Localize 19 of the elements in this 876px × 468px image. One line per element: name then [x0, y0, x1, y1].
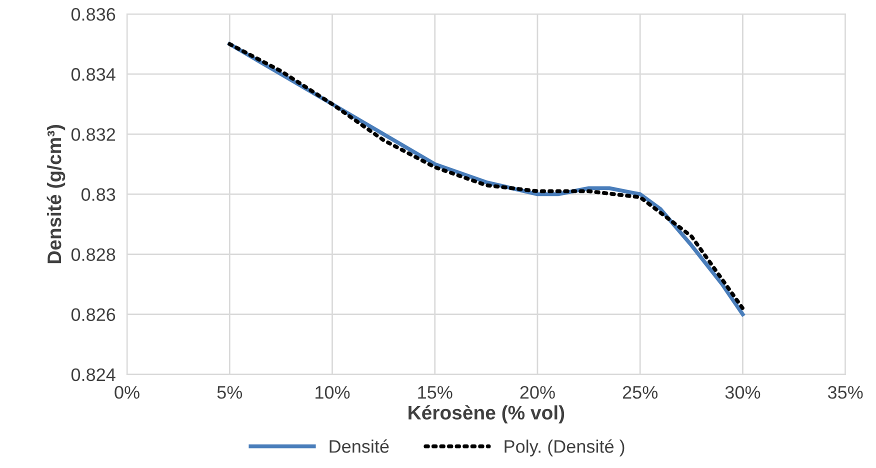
x-tick-label: 20% [520, 386, 555, 399]
y-tick-label: 0.83 [81, 188, 116, 201]
y-tick-label: 0.828 [71, 248, 116, 261]
x-axis-title: Kérosène (% vol) [408, 405, 564, 424]
x-tick-label: 15% [418, 386, 452, 399]
legend-label: Densité [330, 439, 389, 453]
y-tick-label: 0.834 [71, 68, 116, 81]
x-tick-label: 30% [725, 386, 760, 399]
x-tick-label: 5% [217, 386, 242, 399]
x-tick-label: 10% [316, 386, 350, 399]
legend-label: Poly. (Densité ) [504, 439, 624, 456]
y-tick-label: 0.832 [71, 128, 116, 141]
x-tick-label: 25% [622, 386, 658, 399]
x-tick-label: 35% [828, 386, 863, 399]
y-tick-label: 0.836 [71, 8, 116, 21]
y-tick-label: 0.826 [71, 308, 116, 322]
y-tick-label: 0.824 [71, 368, 116, 382]
y-axis-title: Densité (g/cm³) [46, 124, 66, 264]
x-tick-label: 0% [114, 386, 140, 399]
